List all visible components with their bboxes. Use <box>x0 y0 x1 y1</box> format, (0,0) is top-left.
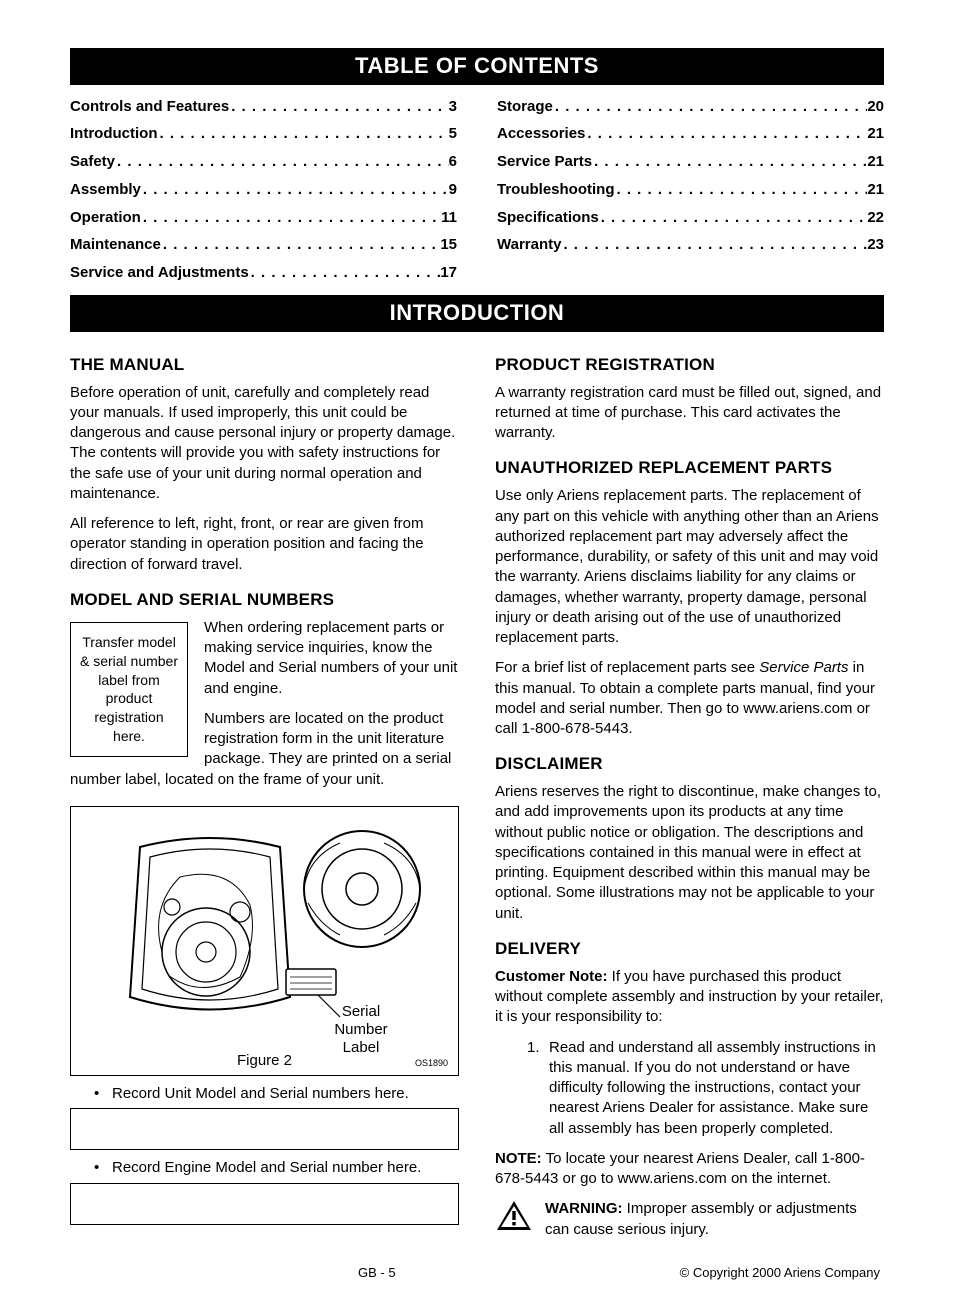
unauthorized-paragraph-2: For a brief list of replacement parts se… <box>495 658 884 739</box>
record-engine-bullet: •Record Engine Model and Serial number h… <box>70 1158 459 1178</box>
toc-entry: Introduction5 <box>70 120 457 148</box>
toc-entry: Maintenance15 <box>70 231 457 259</box>
copyright: © Copyright 2000 Ariens Company <box>680 1264 880 1282</box>
product-registration-heading: PRODUCT REGISTRATION <box>495 354 884 377</box>
page-footer: GB - 5 © Copyright 2000 Ariens Company <box>70 1264 884 1282</box>
customer-note-paragraph: Customer Note: If you have purchased thi… <box>495 967 884 1028</box>
toc-entry: Troubleshooting21 <box>497 176 884 204</box>
intro-banner: INTRODUCTION <box>70 295 884 332</box>
figure-id: OS1890 <box>415 1057 448 1069</box>
right-column: PRODUCT REGISTRATION A warranty registra… <box>495 340 884 1240</box>
warning-icon <box>495 1199 533 1233</box>
figure-2-box: Serial Number Label Figure 2 OS1890 <box>70 806 459 1076</box>
record-unit-box <box>70 1108 459 1150</box>
toc-entry: Warranty23 <box>497 231 884 259</box>
toc-entry: Storage20 <box>497 93 884 121</box>
record-engine-box <box>70 1183 459 1225</box>
unauthorized-parts-heading: UNAUTHORIZED REPLACEMENT PARTS <box>495 457 884 480</box>
toc-entry: Accessories21 <box>497 120 884 148</box>
the-manual-heading: THE MANUAL <box>70 354 459 377</box>
registration-paragraph: A warranty registration card must be fil… <box>495 383 884 444</box>
toc-entry: Operation11 <box>70 204 457 232</box>
table-of-contents: Controls and Features3Introduction5Safet… <box>70 93 884 287</box>
left-column: THE MANUAL Before operation of unit, car… <box>70 340 459 1240</box>
toc-entry: Service Parts21 <box>497 148 884 176</box>
manual-paragraph-1: Before operation of unit, carefully and … <box>70 383 459 505</box>
locate-dealer-note: NOTE: To locate your nearest Ariens Deal… <box>495 1149 884 1190</box>
delivery-heading: DELIVERY <box>495 938 884 961</box>
warning-row: WARNING: Improper assembly or adjustment… <box>495 1199 884 1240</box>
toc-banner: TABLE OF CONTENTS <box>70 48 884 85</box>
toc-entry: Service and Adjustments17 <box>70 259 457 287</box>
serial-label-callout: Serial Number Label <box>321 1003 401 1057</box>
record-unit-bullet: •Record Unit Model and Serial numbers he… <box>70 1084 459 1104</box>
delivery-item-1: Read and understand all assembly instruc… <box>549 1038 884 1139</box>
content-columns: THE MANUAL Before operation of unit, car… <box>70 340 884 1240</box>
toc-entry: Safety6 <box>70 148 457 176</box>
disclaimer-heading: DISCLAIMER <box>495 753 884 776</box>
warning-text: WARNING: Improper assembly or adjustment… <box>545 1199 884 1240</box>
delivery-list: 1.Read and understand all assembly instr… <box>495 1038 884 1139</box>
toc-entry: Controls and Features3 <box>70 93 457 121</box>
manual-paragraph-2: All reference to left, right, front, or … <box>70 514 459 575</box>
model-serial-heading: MODEL AND SERIAL NUMBERS <box>70 589 459 612</box>
toc-entry: Specifications22 <box>497 204 884 232</box>
page-number: GB - 5 <box>74 1264 680 1282</box>
unauthorized-paragraph-1: Use only Ariens replacement parts. The r… <box>495 486 884 648</box>
transfer-label-box: Transfer model & serial number label fro… <box>70 622 188 757</box>
toc-entry: Assembly9 <box>70 176 457 204</box>
disclaimer-paragraph: Ariens reserves the right to discontinue… <box>495 782 884 924</box>
